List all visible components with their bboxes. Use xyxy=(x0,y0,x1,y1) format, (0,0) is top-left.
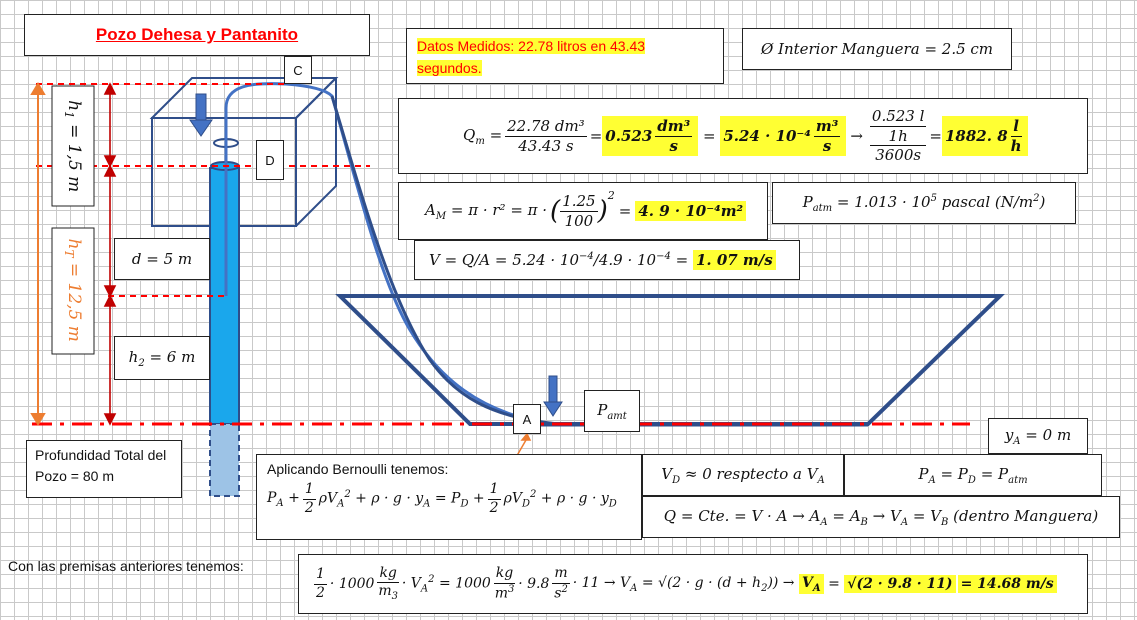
hose-diameter-box: Ø Interior Manguera = 2.5 cm xyxy=(742,28,1012,70)
final-root: √(2 · 9.8 · 11) xyxy=(844,575,956,593)
final-va: VA xyxy=(799,573,824,595)
total-height-arrow xyxy=(30,82,46,426)
label-p-amt: Pamt xyxy=(584,390,640,432)
ht-box xyxy=(51,227,95,355)
depth-note: Profundidad Total del Pozo = 80 m xyxy=(35,447,167,484)
velocity-box: V = Q/A = 5.24 · 10−4/4.9 · 10−4 = 1. 07… xyxy=(414,240,800,280)
hose-outer xyxy=(330,95,561,426)
hose-label: Ø Interior Manguera xyxy=(760,40,920,58)
area-fraction: 1.25 100 xyxy=(560,191,598,230)
well-pipe-extension xyxy=(209,423,240,497)
label-a: A xyxy=(513,404,541,434)
h2-value: h2 = 6 m xyxy=(128,347,196,369)
label-d: D xyxy=(256,140,284,180)
velocity-result: 1. 07 m/s xyxy=(692,250,776,270)
title-box: Pozo Dehesa y Pantanito xyxy=(24,14,370,56)
flow-result-m3: 5.24 · 10⁻⁴ m³ s xyxy=(720,115,847,157)
flow-result-dm3: 0.523 dm³ s xyxy=(602,115,699,157)
tank-box xyxy=(149,77,339,227)
area-equation-box: AM = π · r² = π · ( 1.25 100 ) 2 = 4. 9 … xyxy=(398,182,768,240)
flow-lhs: Qm = xyxy=(463,125,503,147)
flow-arrows xyxy=(189,93,563,417)
vd-note-box: VD ≈ 0 resptecto a VA xyxy=(642,454,844,496)
patm-box: Patm = 1.013 · 105 pascal (N/m2) xyxy=(772,182,1076,224)
pressure-equation: PA = PD = Patm xyxy=(918,464,1028,486)
page-title: Pozo Dehesa y Pantanito xyxy=(95,25,299,44)
d-box: d = 5 m xyxy=(114,238,210,280)
measured-data: Datos Medidos: 22.78 litros en 43.43 seg… xyxy=(417,38,646,76)
area-lhs: AM = π · r² = π · xyxy=(425,200,548,222)
vd-note: VD ≈ 0 resptecto a VA xyxy=(661,464,825,486)
h1-label: h1 = 1,5 m xyxy=(61,100,85,193)
final-result: = 14.68 m/s xyxy=(957,575,1057,593)
pond xyxy=(335,294,1005,426)
flow-equation-box: Qm = 22.78 dm³ 43.43 s = 0.523 dm³ s = 5.… xyxy=(398,98,1088,174)
d-value: d = 5 m xyxy=(131,250,193,268)
bernoulli-intro: Aplicando Bernoulli tenemos: xyxy=(267,461,449,477)
area-result: 4. 9 · 10⁻⁴m² xyxy=(635,201,747,221)
ya-box: yA = 0 m xyxy=(988,418,1088,454)
continuity-equation: Q = Cte. = V · A → AA = AB → VA = VB (de… xyxy=(663,506,1099,528)
label-c: C xyxy=(284,56,312,84)
measured-data-box: Datos Medidos: 22.78 litros en 43.43 seg… xyxy=(406,28,724,84)
velocity-expr: V = Q/A = 5.24 · 10−4/4.9 · 10−4 = xyxy=(429,251,693,269)
ht-label: hT = 12,5 m xyxy=(61,238,85,342)
pressure-box: PA = PD = Patm xyxy=(844,454,1102,496)
dimension-arrows xyxy=(103,82,117,426)
depth-note-box: Profundidad Total del Pozo = 80 m xyxy=(26,440,182,498)
h1-box xyxy=(51,85,95,207)
flow-fraction: 22.78 dm³ 43.43 s xyxy=(505,116,587,155)
premises-label: Con las premisas anteriores tenemos: xyxy=(8,558,244,574)
hose-value: 2.5 cm xyxy=(941,40,994,58)
patm-equation: Patm = 1.013 · 105 pascal (N/m2) xyxy=(802,192,1046,214)
h2-box: h2 = 6 m xyxy=(114,336,210,380)
ya-value: yA = 0 m xyxy=(1004,425,1072,447)
flow-conversion: 0.523 l 1h 3600s xyxy=(869,106,927,165)
continuity-box: Q = Cte. = V · A → AA = AB → VA = VB (de… xyxy=(642,496,1120,538)
